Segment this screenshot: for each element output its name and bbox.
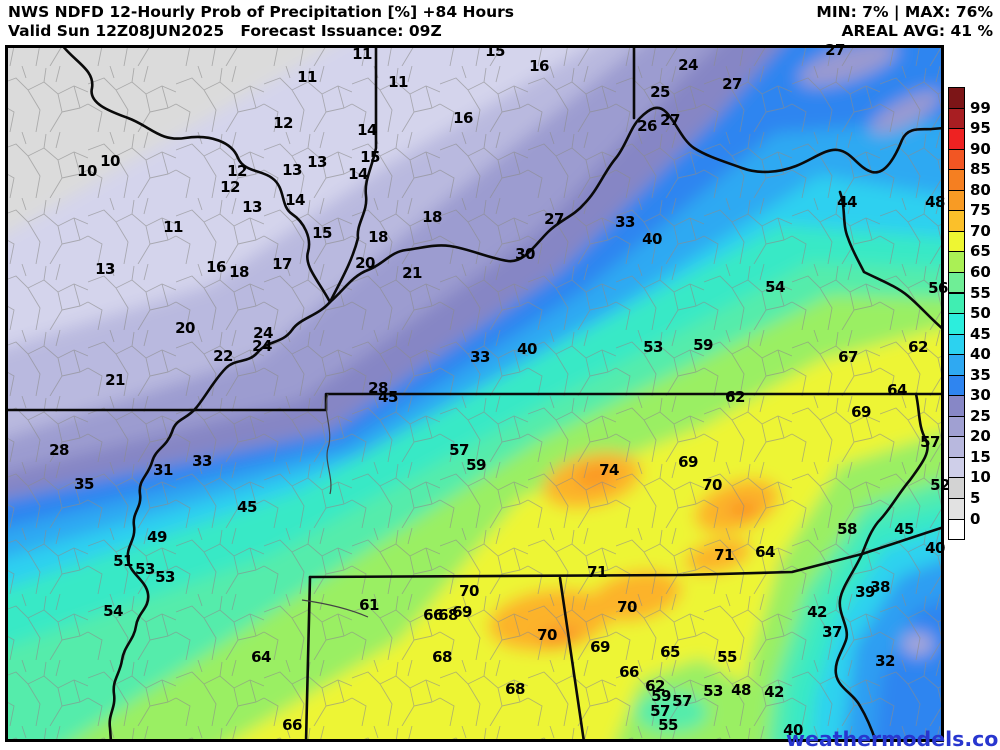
colorbar-cell — [948, 518, 965, 541]
colorbar-cell — [948, 189, 965, 212]
colorbar-tick-label: 35 — [970, 365, 991, 384]
colorbar-cell — [948, 271, 965, 294]
colorbar-cell — [948, 354, 965, 376]
colorbar-tick-label: 65 — [970, 242, 991, 261]
colorbar-cell — [948, 128, 965, 150]
colorbar-tick-label: 40 — [970, 345, 991, 364]
colorbar-cell — [948, 230, 965, 253]
map-border — [5, 45, 944, 742]
colorbar-cell — [948, 87, 965, 109]
map-title: NWS NDFD 12-Hourly Prob of Precipitation… — [8, 3, 515, 21]
min-max-stats: MIN: 7% | MAX: 76% — [816, 3, 993, 21]
colorbar-tick-label: 60 — [970, 262, 991, 281]
colorbar-tick-label: 55 — [970, 283, 991, 302]
probability-colorbar: 99 95 90 85 80 75 70 65 60 55 50 45 40 35 30 25 20 15 10 5 0 — [948, 87, 1000, 547]
colorbar-tick-label: 20 — [970, 427, 991, 446]
colorbar-tick-label: 5 — [970, 489, 981, 507]
areal-avg-stat: AREAL AVG: 41 % — [841, 22, 993, 40]
colorbar-cell — [948, 415, 965, 438]
colorbar-tick-label: 25 — [970, 406, 991, 425]
colorbar-cell — [948, 107, 965, 130]
watermark-weathermodels: weathermodels.com — [786, 727, 1000, 750]
colorbar-cell — [948, 292, 965, 315]
colorbar-cell — [948, 456, 965, 479]
colorbar-cell — [948, 251, 965, 273]
colorbar-cell — [948, 169, 965, 191]
colorbar-cell — [948, 477, 965, 499]
colorbar-tick-label: 50 — [970, 304, 991, 323]
colorbar-tick-label: 90 — [970, 139, 991, 158]
colorbar-tick-label: 95 — [970, 119, 991, 138]
colorbar-cell — [948, 210, 965, 232]
colorbar-tick-label: 10 — [970, 468, 991, 487]
colorbar-cell — [948, 313, 965, 335]
colorbar-cell — [948, 333, 965, 356]
colorbar-cell — [948, 374, 965, 397]
rivers — [301, 393, 369, 618]
colorbar-tick-label: 80 — [970, 180, 991, 199]
colorbar-tick-label: 15 — [970, 447, 991, 466]
map-valid-time: Valid Sun 12Z08JUN2025 Forecast Issuance… — [8, 22, 442, 40]
colorbar-tick-label: 45 — [970, 324, 991, 343]
colorbar-cell — [948, 148, 965, 171]
colorbar-tick-label: 85 — [970, 160, 991, 179]
colorbar-tick-label: 99 — [970, 98, 991, 117]
colorbar-cell — [948, 395, 965, 417]
colorbar-tick-label: 30 — [970, 386, 991, 405]
colorbar-tick-label: 75 — [970, 201, 991, 220]
colorbar-cell — [948, 498, 965, 520]
colorbar-cell — [948, 436, 965, 458]
colorbar-tick-label: 0 — [970, 509, 981, 528]
colorbar-tick-label: 70 — [970, 221, 991, 240]
